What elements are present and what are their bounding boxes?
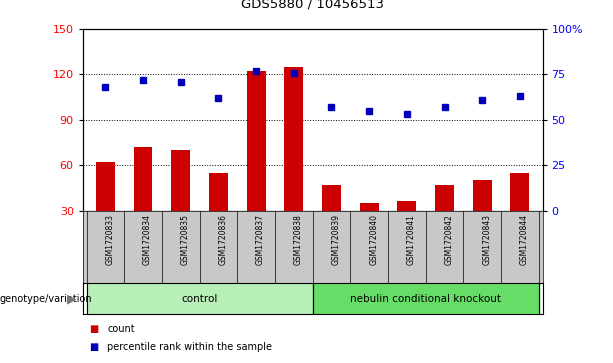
Text: control: control [181, 294, 218, 303]
Text: GSM1720841: GSM1720841 [407, 214, 416, 265]
Text: GSM1720842: GSM1720842 [444, 214, 454, 265]
Text: GSM1720838: GSM1720838 [294, 214, 303, 265]
Bar [435, 185, 454, 211]
Text: GSM1720834: GSM1720834 [143, 214, 152, 265]
Bar [322, 185, 341, 211]
Bar [511, 173, 529, 211]
Text: genotype/variation: genotype/variation [0, 294, 93, 303]
Text: ▶: ▶ [67, 292, 77, 305]
Bar [96, 162, 115, 211]
Bar [397, 201, 416, 211]
Text: GSM1720836: GSM1720836 [218, 214, 227, 265]
Bar [171, 150, 190, 211]
Text: GDS5880 / 10456513: GDS5880 / 10456513 [241, 0, 384, 11]
Bar [284, 67, 303, 211]
Text: GSM1720833: GSM1720833 [105, 214, 115, 265]
Bar [360, 203, 379, 211]
Text: GSM1720840: GSM1720840 [369, 214, 378, 265]
Text: nebulin conditional knockout: nebulin conditional knockout [350, 294, 501, 303]
Text: GSM1720843: GSM1720843 [482, 214, 491, 265]
Bar [473, 180, 492, 211]
Text: GSM1720837: GSM1720837 [256, 214, 265, 265]
Text: GSM1720844: GSM1720844 [520, 214, 529, 265]
Bar [134, 147, 153, 211]
Text: GSM1720835: GSM1720835 [181, 214, 190, 265]
Bar [209, 173, 228, 211]
Text: percentile rank within the sample: percentile rank within the sample [107, 342, 272, 352]
Text: ■: ■ [89, 342, 98, 352]
Text: ■: ■ [89, 323, 98, 334]
Text: GSM1720839: GSM1720839 [332, 214, 340, 265]
Bar [246, 72, 265, 211]
Text: count: count [107, 323, 135, 334]
